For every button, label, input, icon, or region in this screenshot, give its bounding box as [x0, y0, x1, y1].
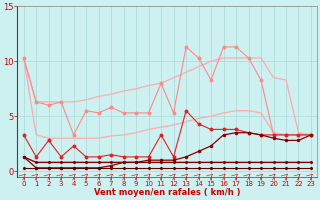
X-axis label: Vent moyen/en rafales ( km/h ): Vent moyen/en rafales ( km/h ): [94, 188, 241, 197]
